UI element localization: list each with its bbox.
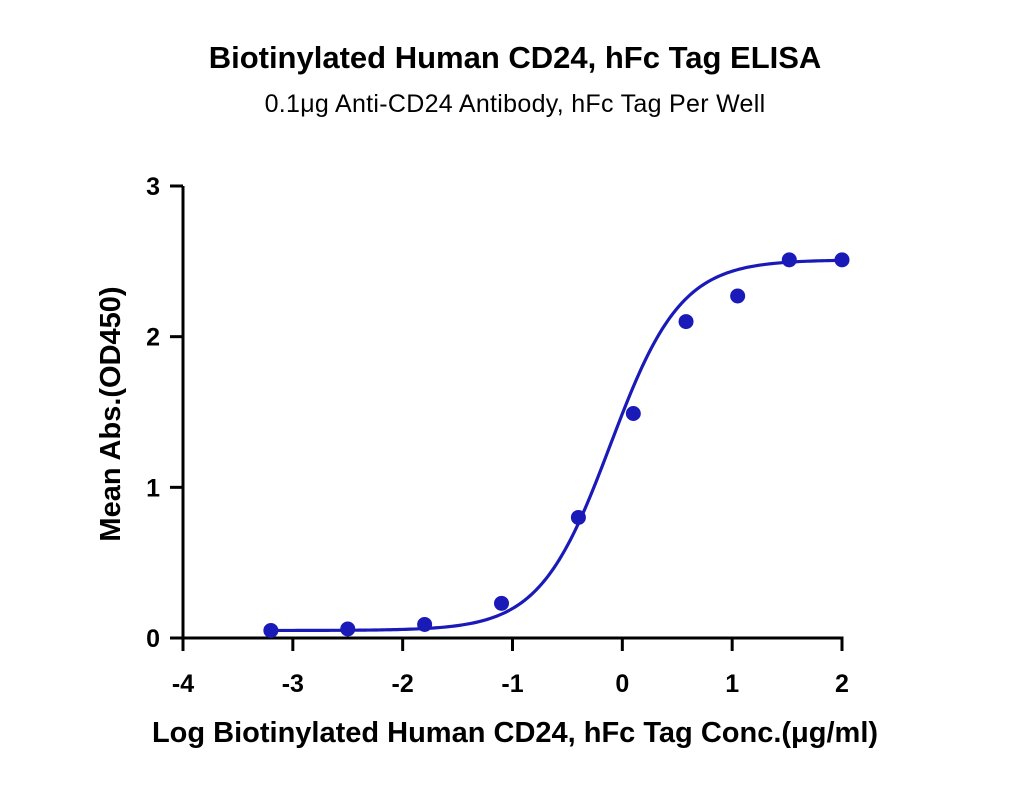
x-tick-label: -2 <box>392 670 414 698</box>
x-tick-label: -1 <box>501 670 523 698</box>
data-point <box>340 621 356 637</box>
data-point <box>570 509 586 525</box>
x-tick-label: -3 <box>282 670 304 698</box>
y-tick-label: 2 <box>146 324 160 352</box>
data-point <box>730 288 746 304</box>
data-point <box>625 406 641 422</box>
x-axis-label: Log Biotinylated Human CD24, hFc Tag Con… <box>152 717 878 749</box>
y-tick-label: 1 <box>146 474 160 502</box>
x-tick-label: 1 <box>725 670 739 698</box>
data-point <box>678 314 694 330</box>
x-tick-label: -4 <box>172 670 194 698</box>
fit-curve-line <box>270 258 843 633</box>
y-axis-label: Mean Abs.(OD450) <box>95 286 127 541</box>
data-point <box>781 252 797 268</box>
data-point <box>834 252 850 268</box>
data-point <box>494 595 510 611</box>
y-tick-label: 3 <box>146 173 160 201</box>
x-tick-label: 0 <box>615 670 629 698</box>
data-point <box>417 616 433 632</box>
data-point <box>263 622 279 638</box>
x-tick-label: 2 <box>835 670 849 698</box>
y-tick-label: 0 <box>146 625 160 653</box>
chart-title: Biotinylated Human CD24, hFc Tag ELISA <box>208 40 822 75</box>
chart-subtitle: 0.1μg Anti-CD24 Antibody, hFc Tag Per We… <box>264 90 766 118</box>
